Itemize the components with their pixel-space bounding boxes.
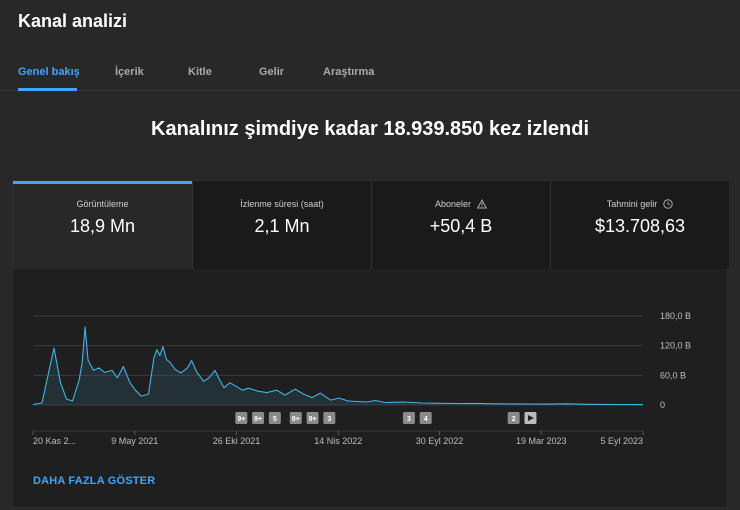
annotation-marker: 9+: [306, 412, 319, 424]
annotation-marker: 9+: [252, 412, 265, 424]
metric-revenue-label: Tahmini gelir: [606, 199, 658, 209]
annotation-label: 4: [424, 416, 428, 423]
tab-audience[interactable]: Kitle: [188, 66, 212, 78]
y-tick-label: 60,0 B: [660, 370, 686, 380]
metric-watch-time[interactable]: İzlenme süresi (saat) 2,1 Mn: [192, 181, 371, 269]
annotation-marker: 5: [268, 412, 281, 424]
total-views-headline: Kanalınız şimdiye kadar 18.939.850 kez i…: [151, 118, 589, 140]
clock-icon: [663, 199, 673, 211]
tab-overview[interactable]: Genel bakış: [18, 66, 80, 78]
metric-revenue-value: $13.708,63: [594, 216, 686, 236]
annotation-marker: 2: [507, 412, 520, 424]
annotation-marker: 9+: [289, 412, 302, 424]
analytics-card: Görüntüleme 18,9 Mn İzlenme süresi (saat…: [12, 180, 729, 508]
metric-views-value: 18,9 Mn: [69, 216, 136, 236]
annotation-marker: 4: [419, 412, 432, 424]
annotation-play-button: [524, 412, 537, 424]
x-tick-label: 5 Eyl 2023: [600, 436, 643, 446]
annotation-label: 9+: [292, 416, 300, 423]
annotation-marker: 3: [323, 412, 336, 424]
tab-revenue[interactable]: Gelir: [259, 66, 285, 78]
tab-research[interactable]: Araştırma: [323, 66, 375, 78]
page-title: Kanal analizi: [18, 11, 128, 31]
x-tick-label: 26 Eki 2021: [213, 436, 261, 446]
annotation-label: 3: [407, 416, 411, 423]
metric-views[interactable]: Görüntüleme 18,9 Mn: [13, 181, 192, 269]
annotation-label: 9+: [237, 416, 245, 423]
x-tick-label: 9 May 2021: [111, 436, 158, 446]
metric-watch-time-value: 2,1 Mn: [254, 216, 310, 236]
annotation-label: 5: [273, 416, 277, 423]
y-tick-label: 0: [660, 400, 665, 410]
x-tick-label: 19 Mar 2023: [516, 436, 567, 446]
metric-watch-time-label: İzlenme süresi (saat): [240, 199, 324, 209]
x-tick-label: 30 Eyl 2022: [416, 436, 464, 446]
tab-bar: Genel bakış İçerik Kitle Gelir Araştırma: [0, 56, 740, 91]
annotation-label: 2: [512, 416, 516, 423]
show-more-button[interactable]: DAHA FAZLA GÖSTER: [33, 475, 156, 487]
metric-subscribers-value: +50,4 B: [429, 216, 493, 236]
y-tick-label: 180,0 B: [660, 311, 691, 321]
views-chart: 180,0 B 120,0 B 60,0 B 0 9+ 9+ 5 9+ 9+ 3 3 4 2 20 Kas…: [32, 311, 691, 446]
series-area: [33, 326, 643, 405]
metric-revenue-label-row: Tahmini gelir: [551, 199, 729, 211]
annotation-label: 9+: [309, 416, 317, 423]
active-tab-indicator: [18, 88, 77, 91]
annotation-label: 3: [327, 416, 331, 423]
x-tick-label: 20 Kas 2...: [33, 436, 76, 446]
tab-content[interactable]: İçerik: [115, 66, 144, 78]
metric-subscribers[interactable]: Aboneler +50,4 B: [371, 181, 550, 269]
metric-subscribers-label-row: Aboneler: [372, 198, 550, 211]
play-icon: [527, 415, 534, 421]
y-tick-label: 120,0 B: [660, 341, 691, 351]
annotation-marker: 9+: [235, 412, 248, 424]
metric-subscribers-label: Aboneler: [434, 199, 472, 209]
annotation-marker: 3: [402, 412, 415, 424]
metric-revenue[interactable]: Tahmini gelir $13.708,63: [550, 181, 729, 269]
annotation-label: 9+: [254, 416, 262, 423]
metric-views-label: Görüntüleme: [76, 199, 129, 209]
series-line: [32, 326, 644, 406]
warning-icon: [476, 198, 488, 211]
x-tick-label: 14 Nis 2022: [314, 436, 362, 446]
